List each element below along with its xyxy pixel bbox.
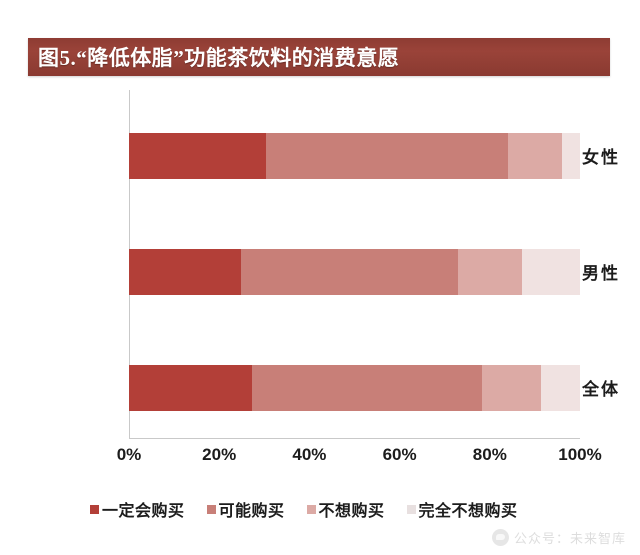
bar-row (129, 133, 580, 179)
legend-item-label: 可能购买 (218, 503, 285, 520)
chart-legend: 一定会购买 可能购买 不想购买 完全不想购买 (90, 498, 518, 520)
x-axis-tick-label: 40% (292, 445, 327, 464)
legend-swatch-icon (90, 504, 99, 514)
bar-segment (521, 249, 580, 295)
legend-item[interactable]: 可能购买 (206, 497, 285, 521)
bar-segment (541, 365, 580, 411)
bar-segment (508, 133, 563, 179)
x-axis-tick-label: 60% (382, 445, 417, 464)
plot-area (129, 90, 580, 438)
legend-item[interactable]: 一定会购买 (90, 497, 185, 521)
y-axis-label-male: 男性 (582, 264, 620, 283)
legend-swatch-icon (406, 504, 416, 514)
x-axis-tick-label: 0% (116, 445, 142, 464)
y-axis-label-female: 女性 (582, 148, 620, 167)
legend-item-label: 一定会购买 (102, 503, 185, 520)
bar-segment (129, 249, 241, 295)
page-title: 图5.“降低体脂”功能茶饮料的消费意愿 (38, 46, 400, 70)
x-axis-tick-label: 100% (558, 445, 602, 464)
bar-row (129, 249, 580, 295)
x-axis-tick-label: 20% (202, 445, 237, 464)
legend-swatch-icon (206, 504, 216, 514)
x-axis-tick-label: 80% (472, 445, 507, 464)
bar-row (129, 365, 580, 411)
bar-segment (457, 249, 522, 295)
legend-item[interactable]: 不想购买 (306, 497, 385, 521)
bar-segment (482, 365, 542, 411)
bar-segment (562, 133, 580, 179)
legend-item-label: 完全不想购买 (418, 503, 518, 520)
bar-segment (129, 133, 267, 179)
y-axis-label-total: 全体 (582, 380, 620, 399)
bar-segment (129, 365, 253, 411)
bar-segment (252, 365, 483, 411)
legend-item-label: 不想购买 (318, 503, 385, 520)
legend-swatch-icon (306, 504, 316, 514)
bar-segment (266, 133, 509, 179)
wechat-logo-icon (491, 529, 509, 546)
bar-segment (240, 249, 458, 295)
figure-title-bar: 图5.“降低体脂”功能茶饮料的消费意愿 (28, 38, 610, 76)
legend-item[interactable]: 完全不想购买 (406, 497, 518, 521)
x-axis-line (129, 438, 580, 440)
watermark: 公众号：未来智库 (491, 528, 626, 547)
watermark-text: 公众号：未来智库 (513, 531, 626, 546)
